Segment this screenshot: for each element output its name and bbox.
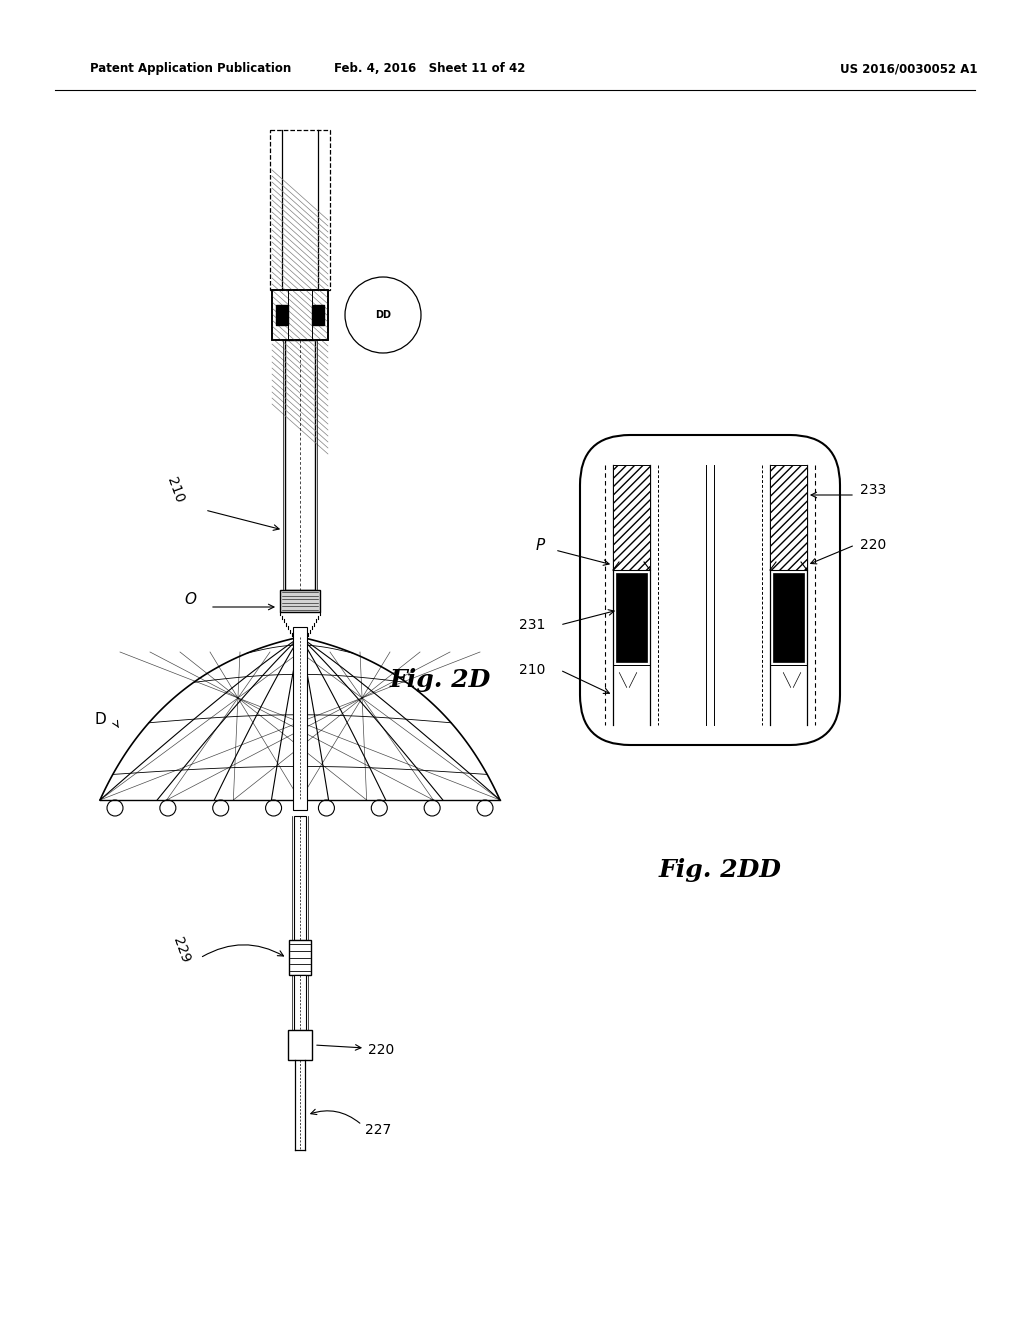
Text: 231: 231 [518,618,545,632]
Bar [280,590,319,612]
Bar [276,305,288,325]
Text: 210: 210 [164,475,186,504]
Text: 227: 227 [365,1123,391,1137]
Text: Patent Application Publication: Patent Application Publication [90,62,291,75]
Bar [770,465,807,570]
Text: 220: 220 [860,539,886,552]
Text: 210: 210 [518,663,545,677]
Text: Fig. 2DD: Fig. 2DD [658,858,781,882]
Bar [312,305,324,325]
Bar [272,290,328,341]
Text: D: D [94,713,105,727]
Bar [285,341,315,590]
Bar [272,290,328,341]
Bar [289,940,311,975]
Bar [613,465,650,570]
Bar [270,129,330,290]
Bar [613,570,650,665]
Text: US 2016/0030052 A1: US 2016/0030052 A1 [840,62,978,75]
Text: 233: 233 [860,483,886,498]
Bar [773,573,804,663]
FancyBboxPatch shape [580,436,840,744]
Bar [294,816,306,940]
Bar [288,1030,312,1060]
Text: O: O [184,593,196,607]
Text: P: P [536,537,545,553]
Bar [770,570,807,665]
Text: Feb. 4, 2016   Sheet 11 of 42: Feb. 4, 2016 Sheet 11 of 42 [334,62,525,75]
Text: Fig. 2D: Fig. 2D [389,668,490,692]
Bar [616,573,647,663]
Text: DD: DD [375,310,391,319]
Bar [294,975,306,1030]
Text: 220: 220 [368,1043,394,1057]
Bar [293,627,307,810]
Text: 229: 229 [170,935,193,965]
